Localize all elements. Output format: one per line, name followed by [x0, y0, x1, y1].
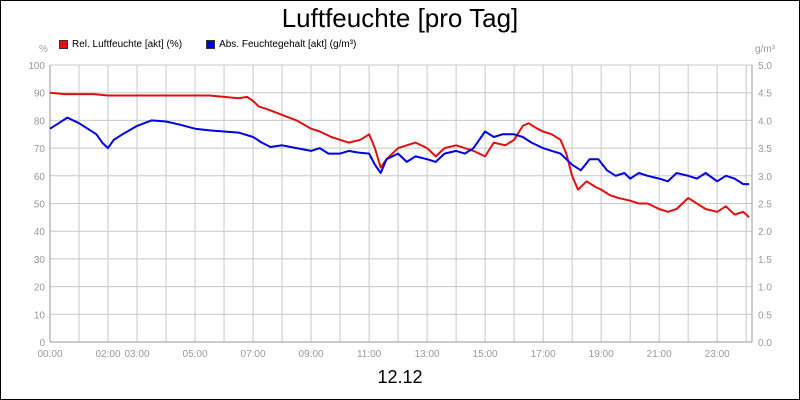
y-tick-label-right: 2.0 — [758, 227, 772, 238]
x-tick-label: 11:00 — [357, 349, 382, 360]
y-tick-label-left: 20 — [34, 283, 46, 294]
x-tick-label: 03:00 — [125, 349, 150, 360]
x-tick-label: 17:00 — [531, 349, 556, 360]
series-line-rel-humidity — [49, 91, 750, 219]
y-tick-label-right: 5.0 — [758, 61, 772, 72]
y-tick-label-right: 3.0 — [758, 172, 772, 183]
legend-label-abs-humidity: Abs. Feuchtegehalt [akt] (g/m³) — [219, 39, 357, 50]
y-axis-unit-left: % — [39, 44, 48, 55]
y-tick-label-right: 4.0 — [758, 116, 772, 127]
y-tick-label-right: 0.5 — [758, 310, 772, 321]
y-tick-label-left: 40 — [34, 227, 46, 238]
series-lines — [49, 91, 750, 219]
legend-swatch-abs-humidity — [206, 40, 216, 49]
date-label: 12.12 — [377, 367, 423, 387]
legend-item-abs-humidity: Abs. Feuchtegehalt [akt] (g/m³) — [206, 39, 356, 50]
y-tick-label-left: 90 — [34, 89, 46, 100]
y-tick-label-right: 3.5 — [758, 144, 772, 155]
y-tick-label-left: 10 — [34, 310, 46, 321]
series-line-abs-humidity — [49, 116, 750, 186]
y-tick-label-left: 30 — [34, 255, 46, 266]
x-tick-label: 19:00 — [589, 349, 614, 360]
x-tick-label: 05:00 — [183, 349, 208, 360]
y-tick-label-left: 100 — [28, 61, 45, 72]
x-tick-label: 02:00 — [96, 349, 121, 360]
y-tick-label-right: 2.5 — [758, 200, 772, 211]
x-tick-label: 21:00 — [647, 349, 672, 360]
y-tick-label-right: 1.5 — [758, 255, 772, 266]
x-tick-label: 09:00 — [299, 349, 324, 360]
x-tick-label: 00:00 — [37, 349, 62, 360]
x-tick-label: 23:00 — [705, 349, 730, 360]
y-tick-label-right: 4.5 — [758, 89, 772, 100]
y-tick-label-left: 70 — [34, 144, 46, 155]
y-tick-label-left: 0 — [39, 338, 45, 349]
y-tick-label-right: 0.0 — [758, 338, 772, 349]
x-tick-label: 07:00 — [241, 349, 266, 360]
axes — [49, 65, 753, 343]
legend-item-rel-humidity: Rel. Luftfeuchte [akt] (%) — [59, 39, 182, 50]
y-tick-label-right: 1.0 — [758, 283, 772, 294]
x-tick-label: 15:00 — [473, 349, 498, 360]
legend-label-rel-humidity: Rel. Luftfeuchte [akt] (%) — [72, 39, 183, 50]
x-tick-label: 13:00 — [415, 349, 440, 360]
y-tick-label-left: 60 — [34, 172, 46, 183]
legend: Rel. Luftfeuchte [akt] (%) Abs. Feuchteg… — [59, 39, 356, 50]
tick-labels: 0 10 20 30 40 50 60 70 80 90 100 0.0 0.5 1.0 1.5 2.0 2.5… — [28, 44, 775, 360]
y-axis-unit-right: g/m³ — [755, 44, 776, 55]
y-tick-label-left: 80 — [34, 116, 46, 127]
chart-title: Luftfeuchte [pro Tag] — [281, 3, 519, 33]
y-tick-label-left: 50 — [34, 200, 46, 211]
legend-swatch-rel-humidity — [59, 40, 68, 49]
